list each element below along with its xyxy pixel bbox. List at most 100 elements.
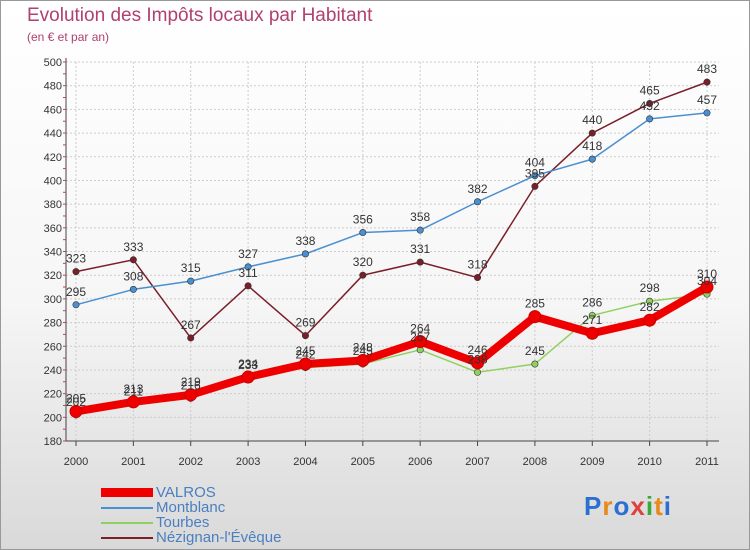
data-label-montblanc-2010: 452: [640, 99, 660, 113]
series-line-valros: [72, 283, 711, 416]
data-label-tourbes-2006: 257: [410, 330, 430, 344]
y-tick-500: 500: [44, 57, 62, 69]
data-label-montblanc-2008: 404: [525, 156, 545, 170]
data-label-n-zignan-l-v-que-2004: 269: [295, 316, 315, 330]
data-label-valros-2005: 248: [353, 340, 373, 354]
logo-letter: t: [654, 491, 664, 521]
point-n-zignan-l-v-que-2002: [187, 334, 195, 342]
data-label-montblanc-2009: 418: [582, 139, 602, 153]
point-n-zignan-l-v-que-2005: [359, 271, 367, 279]
axes: [63, 58, 719, 446]
point-n-zignan-l-v-que-2003: [244, 282, 252, 290]
chart-subtitle: (en € et par an): [27, 30, 110, 44]
x-tick-2005: 2005: [351, 456, 375, 468]
data-label-n-zignan-l-v-que-2005: 320: [353, 255, 373, 269]
data-label-n-zignan-l-v-que-2006: 331: [410, 242, 430, 256]
point-valros-2005: [356, 353, 370, 367]
data-label-tourbes-2009: 286: [582, 295, 602, 309]
point-tourbes-2009: [588, 311, 596, 319]
series-points: [69, 78, 714, 419]
data-label-n-zignan-l-v-que-2011: 483: [697, 62, 717, 76]
legend-item-montblanc: Montblanc: [101, 500, 281, 515]
y-tick-220: 220: [44, 389, 62, 401]
x-tick-2000: 2000: [64, 456, 88, 468]
point-n-zignan-l-v-que-2000: [72, 268, 80, 276]
data-label-valros-2007: 246: [468, 343, 488, 357]
point-montblanc-2008: [531, 172, 539, 180]
point-n-zignan-l-v-que-2010: [646, 99, 654, 107]
point-n-zignan-l-v-que-2001: [129, 256, 137, 264]
data-label-tourbes-2003: 233: [238, 358, 258, 372]
legend-swatch-valros: [101, 488, 153, 497]
point-n-zignan-l-v-que-2007: [474, 274, 482, 282]
data-label-montblanc-2002: 315: [181, 261, 201, 275]
point-n-zignan-l-v-que-2009: [588, 129, 596, 137]
x-tick-labels: 2000 2001 2002 2003 2004 2005 2006 2007 2008 2009…: [64, 456, 719, 468]
data-labels: 323 333 267 311 269 320 331 318 395 440 465 483 295 3…: [66, 62, 717, 409]
data-label-valros-2004: 245: [295, 344, 315, 358]
legend-swatch-tourbes: [101, 521, 153, 524]
grid-lines: [66, 61, 719, 442]
point-montblanc-2010: [646, 115, 654, 123]
x-tick-2001: 2001: [121, 456, 145, 468]
y-tick-labels: 180 200 220 240 260 280 300 320 340 360 380 400 420 4…: [44, 57, 62, 448]
data-label-tourbes-2005: 245: [353, 344, 373, 358]
data-label-n-zignan-l-v-que-2008: 395: [525, 166, 545, 180]
point-valros-2011: [700, 280, 714, 294]
legend-swatch-montblanc: [101, 506, 153, 509]
y-tick-340: 340: [44, 247, 62, 259]
point-n-zignan-l-v-que-2004: [301, 332, 309, 340]
point-tourbes-2007: [474, 368, 482, 376]
y-tick-320: 320: [44, 270, 62, 282]
x-tick-2011: 2011: [695, 456, 719, 468]
y-tick-480: 480: [44, 81, 62, 93]
data-label-valros-2006: 264: [410, 322, 430, 336]
logo-letter: i: [645, 491, 655, 521]
data-label-valros-2011: 310: [697, 267, 717, 281]
data-label-montblanc-2004: 338: [295, 234, 315, 248]
data-label-valros-2009: 271: [582, 313, 602, 327]
x-tick-2006: 2006: [408, 456, 432, 468]
data-label-montblanc-2011: 457: [697, 93, 717, 107]
point-valros-2003: [241, 370, 255, 384]
legend-label-nezignan: Nézignan-l'Évêque: [156, 529, 282, 546]
data-label-n-zignan-l-v-que-2009: 440: [582, 113, 602, 127]
legend-label-montblanc: Montblanc: [156, 499, 226, 516]
y-tick-300: 300: [44, 294, 62, 306]
x-tick-2007: 2007: [465, 456, 489, 468]
point-valros-2006: [413, 335, 427, 349]
point-montblanc-2003: [244, 263, 252, 271]
legend-item-tourbes: Tourbes: [101, 515, 281, 530]
data-label-tourbes-2000: 202: [66, 395, 86, 409]
legend-swatch-nezignan: [101, 536, 153, 539]
y-tick-260: 260: [44, 341, 62, 353]
legend-label-tourbes: Tourbes: [156, 514, 210, 531]
x-tick-2009: 2009: [580, 456, 604, 468]
legend-item-valros: VALROS: [101, 485, 281, 500]
data-label-tourbes-2002: 216: [181, 378, 201, 392]
point-montblanc-2011: [703, 109, 711, 117]
data-label-montblanc-2000: 295: [66, 285, 86, 299]
data-label-valros-2001: 213: [123, 382, 143, 396]
data-label-n-zignan-l-v-que-2001: 333: [123, 240, 143, 254]
point-tourbes-2010: [646, 297, 654, 305]
point-valros-2004: [298, 357, 312, 371]
data-label-n-zignan-l-v-que-2003: 311: [239, 266, 258, 280]
logo-letter: o: [613, 491, 631, 521]
data-label-montblanc-2006: 358: [410, 210, 430, 224]
data-label-tourbes-2001: 211: [124, 384, 143, 398]
data-label-montblanc-2001: 308: [123, 269, 143, 283]
point-montblanc-2000: [72, 301, 80, 309]
point-valros-2010: [643, 313, 657, 327]
point-n-zignan-l-v-que-2008: [531, 182, 539, 190]
x-tick-2008: 2008: [523, 456, 547, 468]
data-label-tourbes-2011: 304: [697, 274, 717, 288]
point-montblanc-2002: [187, 277, 195, 285]
point-tourbes-2008: [531, 360, 539, 368]
point-n-zignan-l-v-que-2006: [416, 258, 424, 266]
y-tick-400: 400: [44, 175, 62, 187]
x-tick-2004: 2004: [293, 456, 317, 468]
data-label-tourbes-2010: 298: [640, 281, 660, 295]
